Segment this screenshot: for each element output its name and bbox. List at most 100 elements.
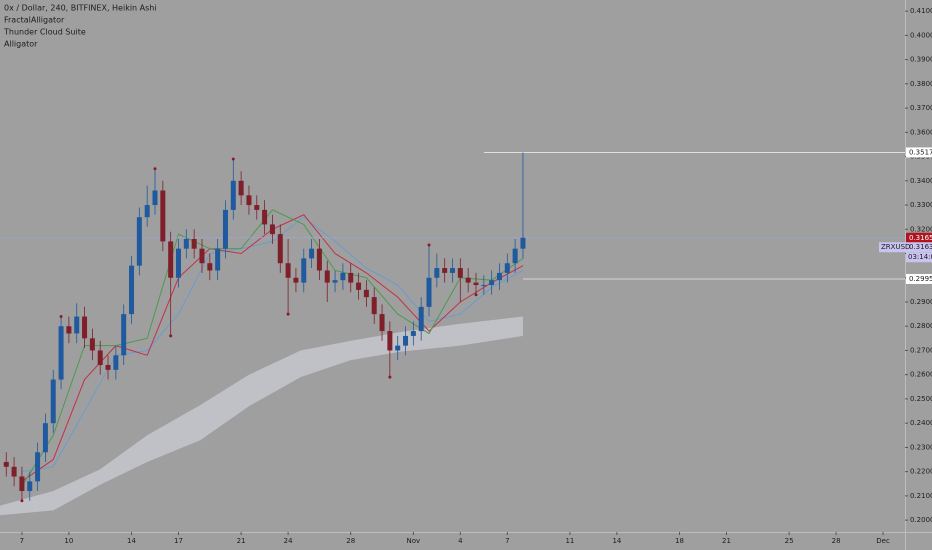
candle-body	[395, 345, 401, 351]
candle-body	[19, 476, 25, 492]
x-tick-label: 21	[237, 537, 246, 545]
candle-body	[238, 180, 244, 196]
candle-body	[3, 461, 9, 467]
symbol-box	[879, 242, 932, 253]
price-label-box	[906, 147, 932, 158]
candle-body	[183, 238, 189, 249]
fractal-marker	[286, 312, 290, 316]
x-tick-label: 7	[505, 537, 509, 545]
x-tick-label: 28	[346, 537, 355, 545]
x-tick-label: 14	[612, 537, 621, 545]
x-tick-label: 24	[284, 537, 293, 545]
candle-body	[418, 306, 424, 332]
x-tick-label: 4	[458, 537, 463, 545]
price-label: 0.2995	[909, 275, 932, 283]
x-tick-label: 11	[565, 537, 574, 545]
candle-body	[230, 180, 236, 210]
candle-body	[489, 280, 495, 286]
countdown-box	[906, 252, 932, 263]
candle-body	[332, 280, 338, 283]
candle-body	[293, 277, 299, 283]
candle-body	[175, 248, 181, 278]
x-tick-label: 17	[174, 537, 183, 545]
x-tick-label: 25	[785, 537, 794, 545]
candle-body	[473, 282, 479, 286]
candle-body	[160, 190, 166, 242]
candle-body	[442, 268, 448, 273]
fractal-marker	[474, 293, 478, 297]
candle-body	[113, 355, 119, 370]
fractal-marker	[153, 167, 157, 171]
symbol-label: ZRXUSD	[881, 243, 910, 251]
candle-body	[465, 277, 471, 283]
fractal-marker	[427, 243, 431, 247]
x-tick-label: 18	[675, 537, 684, 545]
candle-body	[207, 263, 213, 271]
candle-body	[496, 272, 502, 281]
countdown: 03:14:04	[908, 253, 932, 261]
candle-body	[254, 205, 260, 210]
candle-body	[481, 285, 487, 287]
x-tick-label: 10	[64, 537, 73, 545]
candle-body	[246, 195, 252, 206]
candle-body	[277, 234, 283, 264]
candle-body	[403, 335, 409, 346]
candle-body	[168, 241, 174, 278]
candle-body	[129, 265, 135, 315]
candle-body	[121, 314, 127, 356]
indicator-label: Alligator	[4, 40, 38, 49]
x-tick-label: Nov	[407, 537, 421, 545]
candle-body	[316, 248, 322, 271]
candle-body	[348, 272, 354, 283]
price-label: 0.3165	[909, 234, 932, 242]
cloud-band	[0, 316, 523, 516]
candle-body	[301, 258, 307, 283]
candle-body	[191, 238, 197, 249]
candle-body	[379, 314, 385, 332]
candle-body	[27, 481, 33, 492]
candle-body	[136, 217, 142, 266]
candle-body	[512, 248, 518, 264]
candle-body	[199, 248, 205, 264]
candle-body	[504, 263, 510, 273]
candle-body	[309, 248, 315, 259]
price-label-box	[906, 273, 932, 284]
fractal-marker	[59, 315, 63, 319]
candle-body	[42, 423, 48, 453]
fractal-marker	[231, 157, 235, 161]
candle-body	[410, 331, 416, 336]
alligator-lips	[21, 209, 524, 487]
candle-body	[82, 316, 88, 339]
symbol-price: 0.3163	[909, 243, 932, 251]
candle-body	[371, 297, 377, 315]
candle-body	[457, 268, 463, 278]
candle-body	[520, 237, 526, 249]
candle-body	[74, 316, 80, 334]
candle-body	[356, 282, 362, 290]
candle-body	[35, 452, 41, 482]
candle-body	[387, 331, 393, 351]
candle-body	[105, 365, 111, 370]
indicator-label: FractalAlligator	[4, 16, 65, 25]
candle-body	[89, 338, 95, 351]
candle-body	[50, 379, 56, 424]
indicator-label: Thunder Cloud Suite	[3, 28, 86, 37]
x-tick-label: Dec	[876, 537, 890, 545]
chart-title: 0x / Dollar, 240, BITFINEX, Heikin Ashi	[4, 4, 157, 13]
y-tick-label: 0.4100	[910, 7, 932, 15]
